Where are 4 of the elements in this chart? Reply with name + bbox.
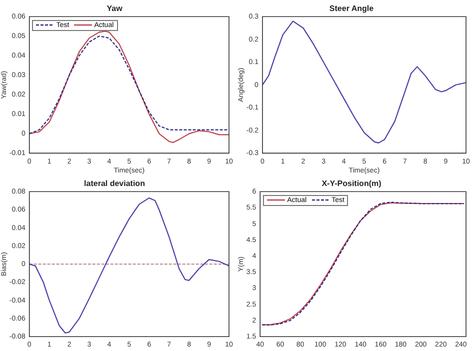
chart-title: Yaw xyxy=(106,4,124,14)
chart-title: X-Y-Position(m) xyxy=(322,179,382,188)
chart-title: Steer Angle xyxy=(329,4,374,14)
chart-title: lateral deviation xyxy=(84,179,146,188)
